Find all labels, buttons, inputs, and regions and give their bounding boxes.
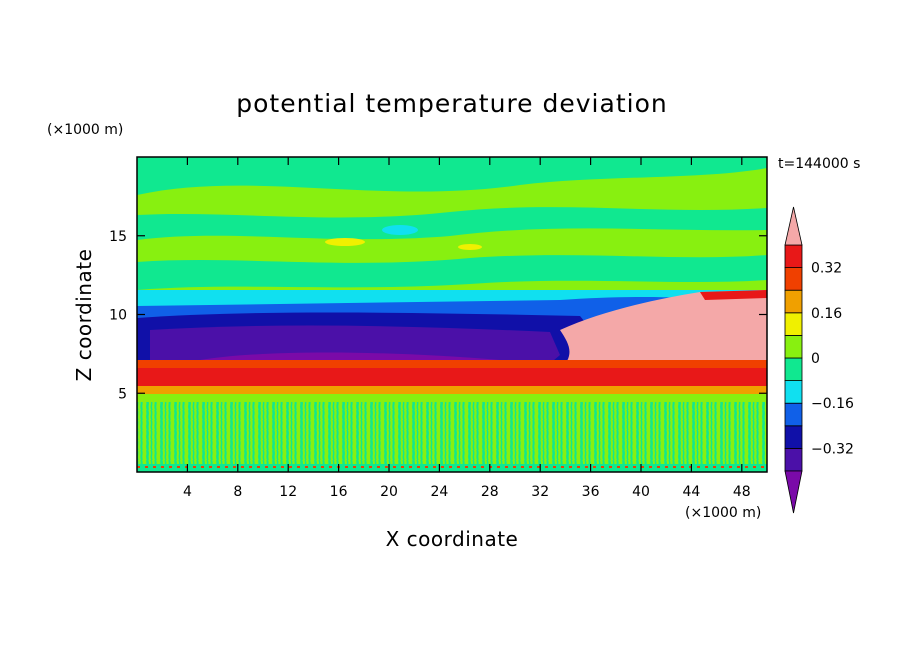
- yellow-blob: [325, 238, 365, 246]
- y-tick-label: 10: [109, 308, 127, 324]
- cyan-blob: [382, 225, 418, 235]
- y-tick-label: 5: [118, 386, 127, 402]
- x-unit-label: (×1000 m): [685, 505, 761, 521]
- colorbar-tick-label: 0.32: [811, 261, 842, 277]
- y-axis: 5 10 15: [109, 229, 767, 402]
- x-tick-label: 32: [531, 484, 549, 500]
- upper-band-1: [137, 157, 767, 195]
- colorbar-bin: [784, 244, 803, 269]
- colorbar-bin: [784, 357, 803, 382]
- colorbar-extend-bottom: [784, 470, 803, 514]
- colorbar-tick-label: 0: [811, 351, 820, 367]
- y-unit-label: (×1000 m): [47, 122, 123, 138]
- x-tick-label: 44: [682, 484, 700, 500]
- colorbar-tick-label: −0.16: [811, 396, 854, 412]
- x-tick-label: 40: [632, 484, 650, 500]
- colorbar-bin: [784, 267, 803, 291]
- x-tick-label: 28: [481, 484, 499, 500]
- x-tick-label: 36: [582, 484, 600, 500]
- yellow-blob: [458, 244, 482, 250]
- colorbar-bin: [784, 402, 803, 427]
- warm-band: [137, 368, 767, 386]
- x-tick-label: 16: [330, 484, 348, 500]
- upper-band-2: [137, 207, 767, 240]
- x-tick-label: 12: [279, 484, 297, 500]
- colorbar-bin: [784, 312, 803, 336]
- y-axis-label: Z coordinate: [72, 249, 96, 382]
- x-tick-label: 48: [733, 484, 751, 500]
- colorbar: 0.32 0.16 0 −0.16 −0.32: [784, 206, 854, 514]
- warm-anomaly-rim: [700, 290, 767, 300]
- x-tick-label: 20: [380, 484, 398, 500]
- x-tick-label: 4: [183, 484, 192, 500]
- time-label: t=144000 s: [778, 156, 860, 172]
- colorbar-bin: [784, 447, 803, 472]
- colorbar-tick-label: 0.16: [811, 306, 842, 322]
- warm-band-bottom: [137, 386, 767, 394]
- y-tick-label: 15: [109, 229, 127, 245]
- x-axis: 4 8 12 16 20 24 28 32 36 40 44 48: [183, 157, 751, 500]
- warm-band-top: [137, 360, 767, 368]
- colorbar-bin: [784, 425, 803, 449]
- colorbar-bin: [784, 334, 803, 359]
- colorbar-extend-top: [784, 206, 803, 246]
- colorbar-bin: [784, 289, 803, 314]
- colorbar-bin: [784, 380, 803, 404]
- lower-noisy-layer: [137, 402, 767, 464]
- x-axis-label: X coordinate: [386, 527, 519, 551]
- contour-field: [137, 157, 767, 472]
- lower-transition: [137, 394, 767, 402]
- x-tick-label: 24: [430, 484, 448, 500]
- x-tick-label: 8: [233, 484, 242, 500]
- upper-band-3: [137, 255, 767, 290]
- chart-title: potential temperature deviation: [236, 89, 667, 118]
- warm-anomaly: [560, 290, 767, 370]
- colorbar-tick-label: −0.32: [811, 441, 854, 457]
